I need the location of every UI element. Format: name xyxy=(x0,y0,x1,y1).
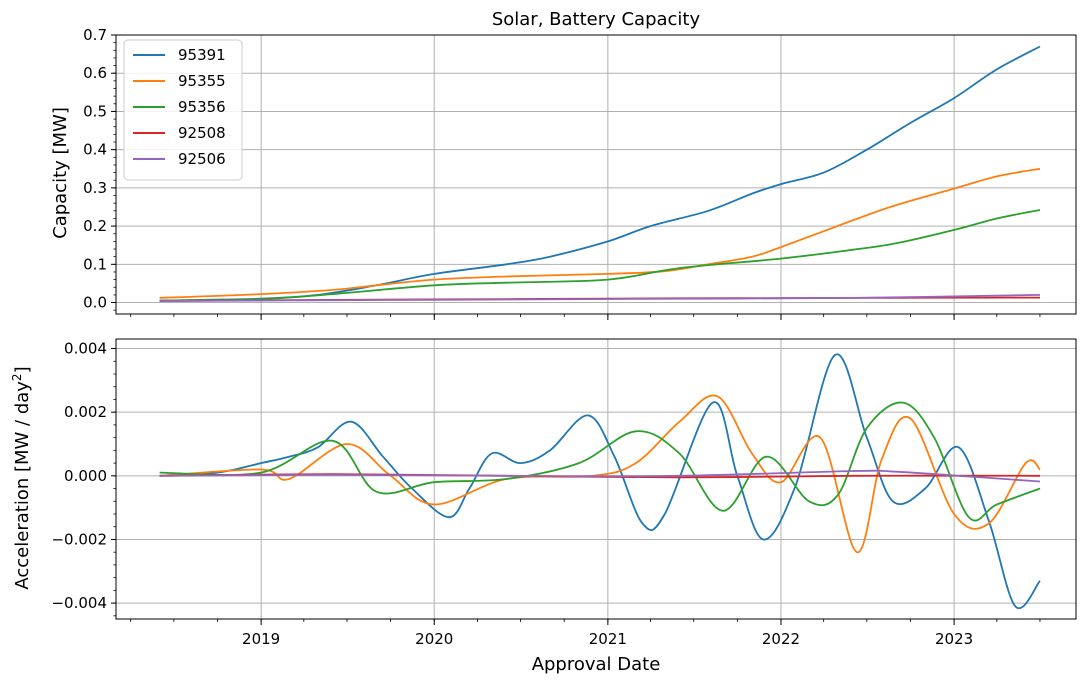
y-tick-label: 0.002 xyxy=(64,403,107,421)
acceleration-panel: Acceleration [MW / day2] Approval Date −… xyxy=(10,338,1077,675)
bottom-y-axis-label: Acceleration [MW / day2] xyxy=(10,366,33,589)
legend-label-92508: 92508 xyxy=(178,124,226,142)
legend-label-95356: 95356 xyxy=(178,98,226,116)
top-gridlines xyxy=(116,34,1076,314)
bottom-y-axis-ticks: −0.004 −0.002 0.000 0.002 0.004 xyxy=(51,340,116,617)
top-y-axis-label: Capacity [MW] xyxy=(50,107,71,239)
series-line-95355 xyxy=(159,167,1041,299)
bottom-x-axis-ticks: 2019 2020 2021 2022 2023 xyxy=(130,619,1041,648)
x-tick-label: 2019 xyxy=(242,630,280,648)
series-line-95356 xyxy=(159,209,1041,302)
x-axis-label: Approval Date xyxy=(532,654,661,675)
series-line-95355 xyxy=(159,394,1041,554)
x-tick-label: 2023 xyxy=(935,630,973,648)
y-tick-label: 0.1 xyxy=(83,255,107,273)
bottom-y-axis-label-main: Acceleration [MW / day xyxy=(12,381,33,590)
series-line-92506 xyxy=(159,294,1041,302)
x-tick-label: 2021 xyxy=(589,630,627,648)
y-tick-label: −0.004 xyxy=(51,594,107,612)
y-tick-label: −0.002 xyxy=(51,530,107,548)
legend-label-95355: 95355 xyxy=(178,72,226,90)
legend-label-92506: 92506 xyxy=(178,150,226,168)
top-y-axis-ticks: 0.0 0.1 0.2 0.3 0.4 0.5 0.6 0.7 xyxy=(83,26,116,312)
top-series-lines xyxy=(159,45,1041,302)
legend: 95391 95355 95356 92508 92506 xyxy=(123,39,243,181)
series-line-95356 xyxy=(159,401,1041,522)
y-tick-label: 0.0 xyxy=(83,294,107,312)
x-tick-label: 2020 xyxy=(415,630,453,648)
x-tick-label: 2022 xyxy=(762,630,800,648)
y-tick-label: 0.6 xyxy=(83,64,107,82)
legend-box xyxy=(123,39,243,181)
y-tick-label: 0.5 xyxy=(83,102,107,120)
series-line-95391 xyxy=(159,45,1041,302)
y-tick-label: 0.004 xyxy=(64,340,107,358)
legend-label-95391: 95391 xyxy=(178,46,226,64)
y-tick-label: 0.7 xyxy=(83,26,107,44)
y-tick-label: 0.4 xyxy=(83,141,107,159)
series-line-92506 xyxy=(159,469,1041,483)
capacity-panel: Solar, Battery Capacity Capacity [MW] 0.… xyxy=(50,9,1077,320)
bottom-y-axis-label-end: ] xyxy=(12,366,33,373)
y-tick-label: 0.3 xyxy=(83,179,107,197)
top-plot-frame xyxy=(115,34,1077,315)
top-x-axis-ticks xyxy=(130,314,1041,320)
chart-title: Solar, Battery Capacity xyxy=(492,9,701,30)
y-tick-label: 0.000 xyxy=(64,467,107,485)
bottom-plot-frame xyxy=(115,338,1077,620)
bottom-series-lines xyxy=(159,353,1041,610)
series-line-95391 xyxy=(159,353,1041,610)
bottom-y-axis-label-sup: 2 xyxy=(10,373,24,381)
y-tick-label: 0.2 xyxy=(83,217,107,235)
